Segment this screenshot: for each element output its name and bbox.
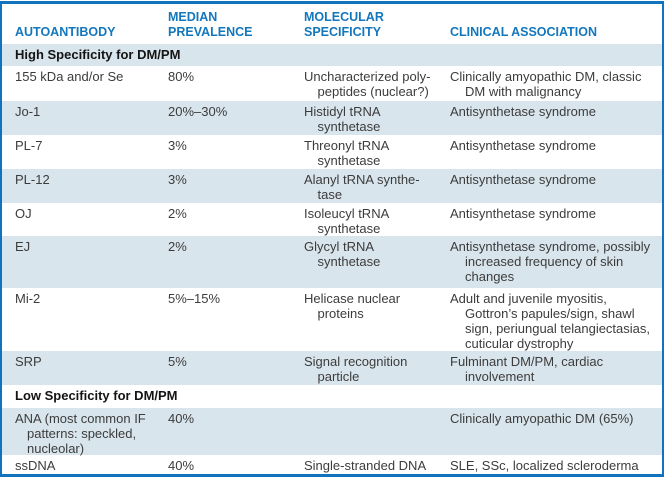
cell-clinical: Adult and juvenile myositis, Gottron’s p… bbox=[450, 291, 651, 351]
cell-clinical: Antisynthetase syndrome bbox=[450, 104, 596, 119]
cell-molecular: Signal recognition particle bbox=[304, 354, 408, 384]
column-header-median-prevalence: MEDIAN PREVALENCE bbox=[168, 10, 253, 39]
cell-prevalence: 20%–30% bbox=[168, 104, 228, 119]
column-header-molecular-specificity: MOLECULAR SPECIFICITY bbox=[304, 10, 384, 39]
cell-prevalence: 40% bbox=[168, 411, 195, 426]
cell-prevalence: 5%–15% bbox=[168, 291, 221, 306]
cell-autoantibody: SRP bbox=[15, 354, 42, 369]
cell-autoantibody: Jo-1 bbox=[15, 104, 41, 119]
table-row-jo1: Jo-1 20%–30% Histidyl tRNA synthetase An… bbox=[2, 101, 662, 135]
cell-molecular: Alanyl tRNA synthe- tase bbox=[304, 172, 420, 202]
table-row-ana: ANA (most common IF patterns: speckled, … bbox=[2, 408, 662, 456]
cell-molecular: Uncharacterized poly- peptides (nuclear?… bbox=[304, 69, 431, 99]
cell-clinical: Antisynthetase syndrome, possibly increa… bbox=[450, 239, 651, 284]
table-row-ej: EJ 2% Glycyl tRNA synthetase Antisynthet… bbox=[2, 236, 662, 288]
cell-autoantibody: 155 kDa and/or Se bbox=[15, 69, 124, 84]
cell-clinical: Antisynthetase syndrome bbox=[450, 138, 596, 153]
cell-clinical: SLE, SSc, localized scleroderma bbox=[450, 458, 639, 473]
cell-clinical: Clinically amyopathic DM (65%) bbox=[450, 411, 634, 426]
cell-prevalence: 3% bbox=[168, 138, 187, 153]
column-header-clinical-association: CLINICAL ASSOCIATION bbox=[450, 24, 597, 39]
cell-prevalence: 80% bbox=[168, 69, 195, 84]
cell-prevalence: 2% bbox=[168, 206, 187, 221]
table-row-srp: SRP 5% Signal recognition particle Fulmi… bbox=[2, 351, 662, 385]
cell-autoantibody: ANA (most common IF patterns: speckled, … bbox=[15, 411, 146, 456]
cell-clinical: Clinically amyopathic DM, classic DM wit… bbox=[450, 69, 642, 99]
cell-autoantibody: PL-7 bbox=[15, 138, 43, 153]
table-row-mi2: Mi-2 5%–15% Helicase nuclear proteins Ad… bbox=[2, 288, 662, 351]
cell-autoantibody: Mi-2 bbox=[15, 291, 41, 306]
cell-clinical: Antisynthetase syndrome bbox=[450, 206, 596, 221]
cell-molecular bbox=[304, 408, 450, 411]
cell-autoantibody: ssDNA bbox=[15, 458, 56, 473]
table-row-oj: OJ 2% Isoleucyl tRNA synthetase Antisynt… bbox=[2, 203, 662, 236]
cell-prevalence: 3% bbox=[168, 172, 187, 187]
cell-molecular: Histidyl tRNA synthetase bbox=[304, 104, 381, 134]
cell-molecular: Helicase nuclear proteins bbox=[304, 291, 401, 321]
table-row-pl12: PL-12 3% Alanyl tRNA synthe- tase Antisy… bbox=[2, 169, 662, 203]
cell-autoantibody: EJ bbox=[15, 239, 31, 254]
section-header-high-specificity: High Specificity for DM/PM bbox=[2, 44, 662, 66]
table-row-155kda: 155 kDa and/or Se 80% Uncharacterized po… bbox=[2, 66, 662, 101]
cell-autoantibody: OJ bbox=[15, 206, 32, 221]
cell-autoantibody: PL-12 bbox=[15, 172, 50, 187]
table-row-pl7: PL-7 3% Threonyl tRNA synthetase Antisyn… bbox=[2, 135, 662, 169]
cell-molecular: Single-stranded DNA bbox=[304, 458, 427, 473]
cell-clinical: Fulminant DM/PM, cardiac involvement bbox=[450, 354, 604, 384]
table-row-ssdna: ssDNA 40% Single-stranded DNA SLE, SSc, … bbox=[2, 455, 662, 474]
cell-molecular: Threonyl tRNA synthetase bbox=[304, 138, 390, 168]
cell-prevalence: 2% bbox=[168, 239, 187, 254]
cell-clinical: Antisynthetase syndrome bbox=[450, 172, 596, 187]
cell-prevalence: 5% bbox=[168, 354, 187, 369]
column-header-row: AUTOANTIBODY MEDIAN PREVALENCE MOLECULAR… bbox=[2, 4, 662, 44]
cell-molecular: Isoleucyl tRNA synthetase bbox=[304, 206, 390, 236]
cell-prevalence: 40% bbox=[168, 458, 195, 473]
cell-molecular: Glycyl tRNA synthetase bbox=[304, 239, 381, 269]
section-header-low-specificity: Low Specificity for DM/PM bbox=[2, 385, 662, 408]
column-header-autoantibody: AUTOANTIBODY bbox=[15, 24, 116, 39]
